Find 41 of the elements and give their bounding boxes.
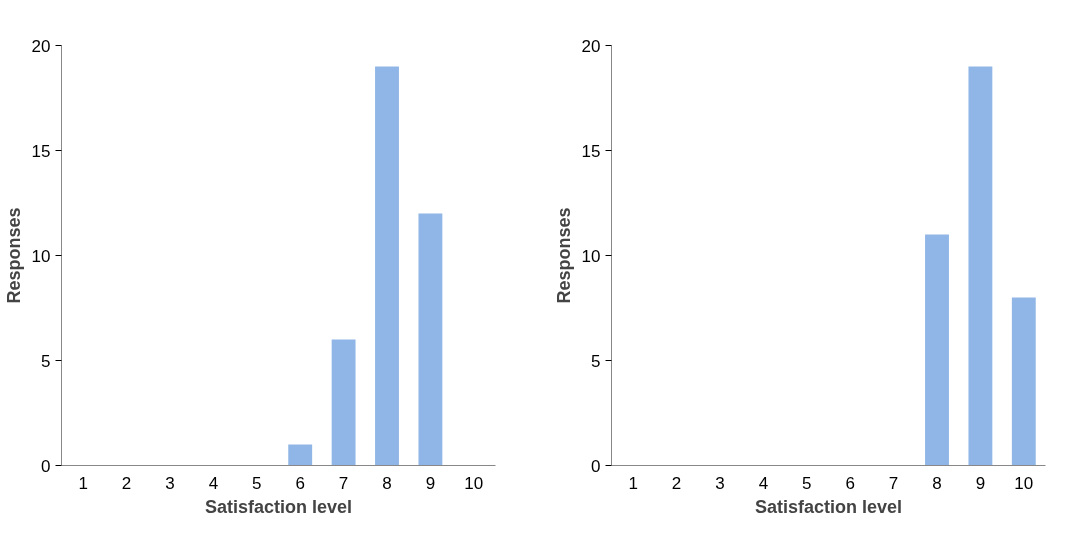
x-tick-label: 1 [78, 473, 88, 493]
x-tick-label: 9 [425, 473, 436, 493]
x-tick-label: 10 [464, 473, 484, 493]
y-tick-label: 20 [31, 36, 51, 56]
x-tick-label: 10 [1014, 473, 1034, 493]
x-tick-label: 8 [932, 473, 942, 493]
x-tick-label: 3 [165, 473, 175, 493]
y-tick-label: 5 [591, 351, 601, 371]
y-tick-label: 0 [41, 456, 51, 476]
x-tick-label: 5 [802, 473, 812, 493]
x-tick-label: 2 [671, 473, 682, 493]
x-tick-label: 6 [295, 473, 305, 493]
bar [418, 213, 443, 466]
x-tick-label: 7 [338, 473, 349, 493]
bar [925, 234, 949, 466]
bar [1011, 297, 1036, 466]
x-axis-title: Satisfaction level [754, 496, 903, 517]
bar [375, 66, 399, 466]
x-tick-label: 2 [121, 473, 132, 493]
x-tick-label: 4 [758, 473, 769, 493]
x-axis-title: Satisfaction level [204, 496, 353, 517]
x-tick-label: 7 [888, 473, 899, 493]
bar [968, 66, 993, 466]
y-tick-label: 15 [581, 141, 601, 161]
y-tick-label: 15 [31, 141, 51, 161]
bar [288, 444, 313, 466]
x-tick-label: 6 [845, 473, 855, 493]
y-tick-label: 5 [41, 351, 51, 371]
y-tick-label: 0 [591, 456, 601, 476]
y-tick-label: 10 [581, 246, 601, 266]
y-tick-label: 20 [581, 36, 601, 56]
x-tick-label: 1 [628, 473, 638, 493]
y-axis-title: Responses [553, 207, 574, 304]
x-tick-label: 9 [975, 473, 986, 493]
x-tick-label: 4 [208, 473, 219, 493]
x-tick-label: 5 [252, 473, 262, 493]
x-tick-label: 3 [715, 473, 725, 493]
y-tick-label: 10 [31, 246, 51, 266]
bar [331, 339, 356, 466]
x-tick-label: 8 [382, 473, 392, 493]
y-axis-title: Responses [3, 207, 24, 304]
